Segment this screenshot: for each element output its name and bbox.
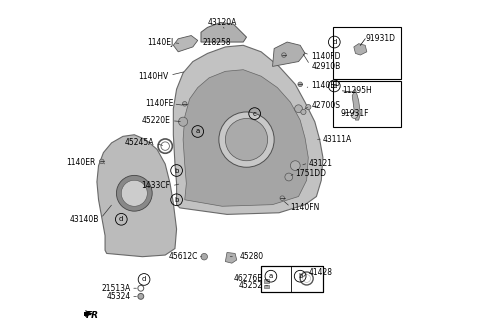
Circle shape (301, 109, 306, 114)
Circle shape (285, 173, 293, 181)
Text: a: a (195, 129, 200, 134)
Circle shape (138, 294, 144, 299)
Circle shape (219, 112, 274, 167)
Text: 1433CF: 1433CF (141, 181, 170, 190)
Circle shape (161, 142, 169, 150)
Text: b: b (298, 273, 302, 279)
Text: FR: FR (85, 311, 98, 320)
Circle shape (226, 118, 268, 161)
Circle shape (280, 196, 285, 200)
Circle shape (295, 105, 302, 113)
Text: b: b (174, 197, 179, 203)
Text: 218258: 218258 (203, 37, 231, 47)
Polygon shape (273, 42, 305, 67)
Bar (264, 279, 269, 283)
Text: 42910B: 42910B (312, 62, 341, 71)
Text: 1140FE: 1140FE (145, 99, 173, 108)
Circle shape (179, 117, 188, 126)
Text: 45280: 45280 (240, 252, 264, 261)
Text: 45245A: 45245A (124, 138, 154, 147)
Polygon shape (354, 44, 367, 55)
Text: 45220E: 45220E (141, 115, 170, 125)
Text: 91931D: 91931D (365, 34, 395, 43)
Text: 1140FN: 1140FN (290, 203, 320, 213)
Circle shape (121, 180, 147, 206)
Polygon shape (173, 45, 323, 215)
Text: 43111A: 43111A (323, 135, 352, 144)
Text: 1140EP: 1140EP (312, 81, 340, 91)
Text: e: e (332, 83, 336, 89)
Circle shape (290, 161, 300, 171)
Polygon shape (173, 35, 198, 52)
Circle shape (351, 112, 358, 118)
Text: b: b (174, 168, 179, 174)
Text: 42700S: 42700S (312, 101, 340, 110)
Text: 1751DD: 1751DD (295, 169, 326, 178)
Circle shape (306, 105, 311, 110)
Text: 43140B: 43140B (69, 215, 98, 224)
Polygon shape (183, 70, 308, 206)
Text: 45324: 45324 (107, 292, 131, 301)
Text: 1140FD: 1140FD (312, 52, 341, 61)
Text: c: c (252, 111, 257, 116)
Text: 1140EJ: 1140EJ (147, 37, 173, 47)
Bar (333, 81, 401, 127)
Bar (333, 28, 401, 79)
Circle shape (117, 175, 152, 211)
Text: 21513A: 21513A (102, 284, 131, 293)
Bar (261, 266, 323, 293)
Circle shape (201, 254, 207, 260)
Circle shape (99, 159, 104, 164)
Circle shape (298, 82, 302, 87)
Text: 1140ER: 1140ER (66, 158, 95, 167)
Circle shape (182, 102, 187, 106)
Polygon shape (226, 253, 237, 263)
Polygon shape (97, 135, 177, 257)
Polygon shape (352, 89, 360, 120)
Text: 45252: 45252 (239, 281, 263, 290)
Text: 46276B: 46276B (233, 274, 263, 283)
Bar (84, 312, 88, 316)
Text: 45612C: 45612C (168, 252, 198, 261)
Text: 91931F: 91931F (341, 109, 369, 118)
Text: d: d (332, 39, 336, 45)
Circle shape (282, 53, 286, 57)
Text: 1140HV: 1140HV (138, 72, 168, 81)
Text: a: a (269, 273, 273, 279)
Bar (261, 266, 323, 293)
Text: d: d (119, 216, 123, 222)
Text: d: d (142, 277, 146, 282)
Text: 41428: 41428 (308, 268, 332, 277)
Text: 43121: 43121 (308, 159, 332, 169)
Bar (264, 285, 269, 288)
Polygon shape (201, 23, 247, 42)
Text: 11295H: 11295H (342, 86, 372, 95)
Circle shape (303, 275, 311, 282)
Text: 43120A: 43120A (207, 18, 237, 27)
